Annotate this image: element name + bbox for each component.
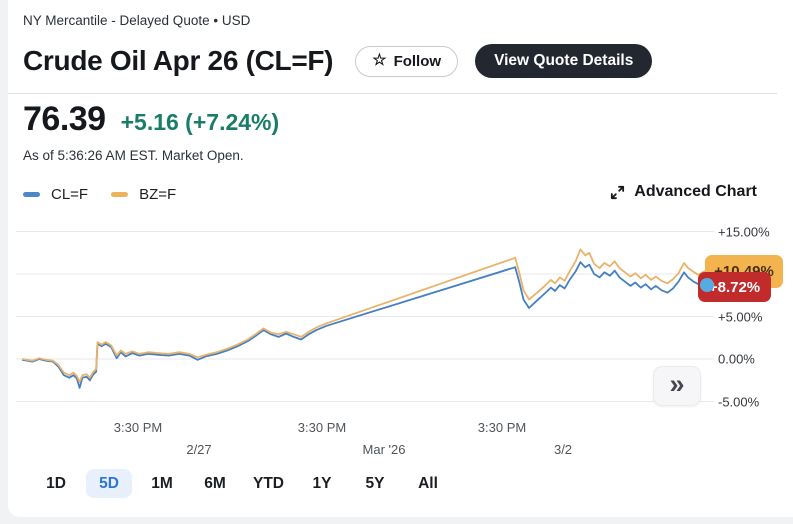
range-button-1y[interactable]: 1Y: [299, 469, 345, 498]
series-line-BZ=F: [21, 248, 709, 383]
legend-label-bzf: BZ=F: [139, 185, 177, 203]
expand-arrows-icon: [611, 185, 625, 199]
clf-last-point-marker: [700, 278, 714, 292]
clf-line-swatch: [23, 191, 40, 197]
x-tick-3:30-PM: 3:30 PM: [113, 420, 163, 435]
price-row: 76.39 +5.16 (+7.24%): [23, 100, 279, 139]
y-tick-+15.00%: +15.00%: [718, 224, 770, 239]
follow-label: Follow: [393, 52, 442, 70]
legend-label-clf: CL=F: [51, 185, 89, 203]
range-button-all[interactable]: All: [405, 469, 451, 498]
title-row: Crude Oil Apr 26 (CL=F) ☆ Follow View Qu…: [23, 44, 653, 78]
exchange-line: NY Mercantile - Delayed Quote • USD: [23, 13, 251, 28]
range-button-5y[interactable]: 5Y: [352, 469, 398, 498]
legend-item-clf: CL=F: [23, 186, 88, 203]
range-button-1d[interactable]: 1D: [33, 469, 79, 498]
price-chart[interactable]: [16, 215, 716, 411]
legend-item-bzf: BZ=F: [111, 186, 176, 203]
chart-legend: CL=F BZ=F: [23, 185, 176, 203]
advanced-chart-label: Advanced Chart: [634, 183, 757, 200]
star-icon: ☆: [372, 52, 387, 69]
bzf-line-swatch: [111, 191, 129, 197]
x-tick-3:30-PM: 3:30 PM: [477, 420, 527, 435]
range-button-5d[interactable]: 5D: [86, 469, 132, 498]
quote-card: NY Mercantile - Delayed Quote • USD Crud…: [8, 0, 793, 517]
x-tick-3/2: 3/2: [553, 442, 573, 457]
price-change: +5.16 (+7.24%): [120, 109, 280, 135]
page-title: Crude Oil Apr 26 (CL=F): [23, 45, 334, 76]
view-quote-details-button[interactable]: View Quote Details: [475, 44, 653, 78]
advanced-chart-link[interactable]: Advanced Chart: [609, 183, 757, 201]
time-range-selector: 1D 5D 1M 6M YTD 1Y 5Y All: [33, 469, 451, 498]
as-of-line: As of 5:36:26 AM EST. Market Open.: [23, 148, 244, 163]
current-price: 76.39: [23, 100, 106, 138]
follow-button[interactable]: ☆ Follow: [355, 45, 459, 77]
y-tick-+5.00%: +5.00%: [718, 309, 763, 324]
header-divider: [8, 93, 777, 94]
x-tick-Mar-'26: Mar '26: [362, 442, 406, 457]
scroll-right-button[interactable]: »: [653, 366, 701, 406]
series-line-CL=F: [21, 261, 709, 389]
y-tick-0.00%: 0.00%: [718, 351, 755, 367]
range-button-ytd[interactable]: YTD: [245, 469, 292, 498]
range-button-1m[interactable]: 1M: [139, 469, 185, 498]
x-tick-3:30-PM: 3:30 PM: [297, 420, 347, 435]
x-tick-2/27: 2/27: [186, 442, 212, 457]
range-button-6m[interactable]: 6M: [192, 469, 238, 498]
double-chevron-right-icon: »: [669, 368, 685, 399]
y-tick--5.00%: -5.00%: [718, 394, 760, 409]
